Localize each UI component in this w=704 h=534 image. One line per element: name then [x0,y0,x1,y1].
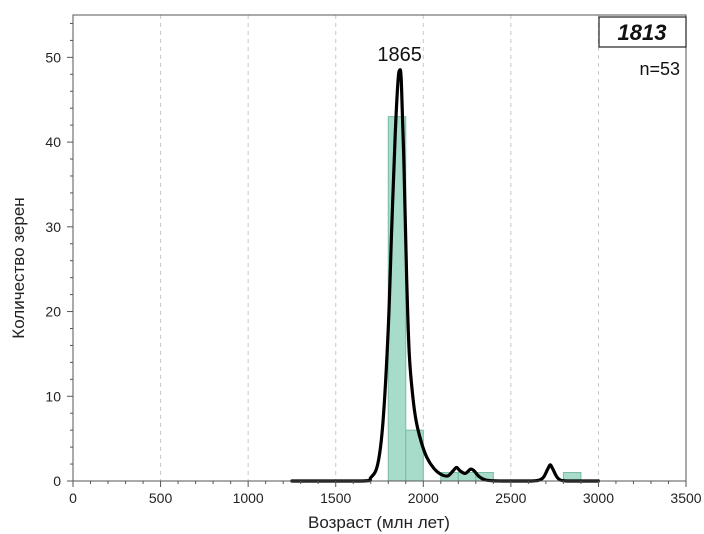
sample-id: 1813 [618,20,667,45]
plot-frame [72,14,687,482]
x-tick-label: 2500 [495,490,526,506]
x-tick-label: 2000 [408,490,439,506]
x-tick-label: 1500 [320,490,351,506]
x-axis-title: Возраст (млн лет) [308,513,450,532]
y-tick-label: 20 [45,304,61,320]
y-tick-label: 50 [45,49,61,65]
x-tick-label: 3000 [583,490,614,506]
y-axis-title: Количество зерен [9,197,28,338]
x-tick-label: 500 [149,490,173,506]
y-tick-label: 30 [45,219,61,235]
density-curve-layer [290,68,601,483]
x-tick-label: 1000 [233,490,264,506]
grid-lines [160,15,599,481]
y-tick-label: 40 [45,134,61,150]
axis-ticks: 0 500 1000 1500 2000 2500 3000 3500 0 10 20 30 40 50 [45,22,702,506]
density-curve [290,68,601,483]
y-tick-label: 10 [45,388,61,404]
sample-id-box [598,16,687,48]
sample-count: n=53 [639,59,680,79]
peak-age-label: 1865 [377,44,422,66]
x-tick-label: 3500 [670,490,701,506]
x-tick-label: 0 [69,490,77,506]
y-tick-label: 0 [53,473,61,489]
